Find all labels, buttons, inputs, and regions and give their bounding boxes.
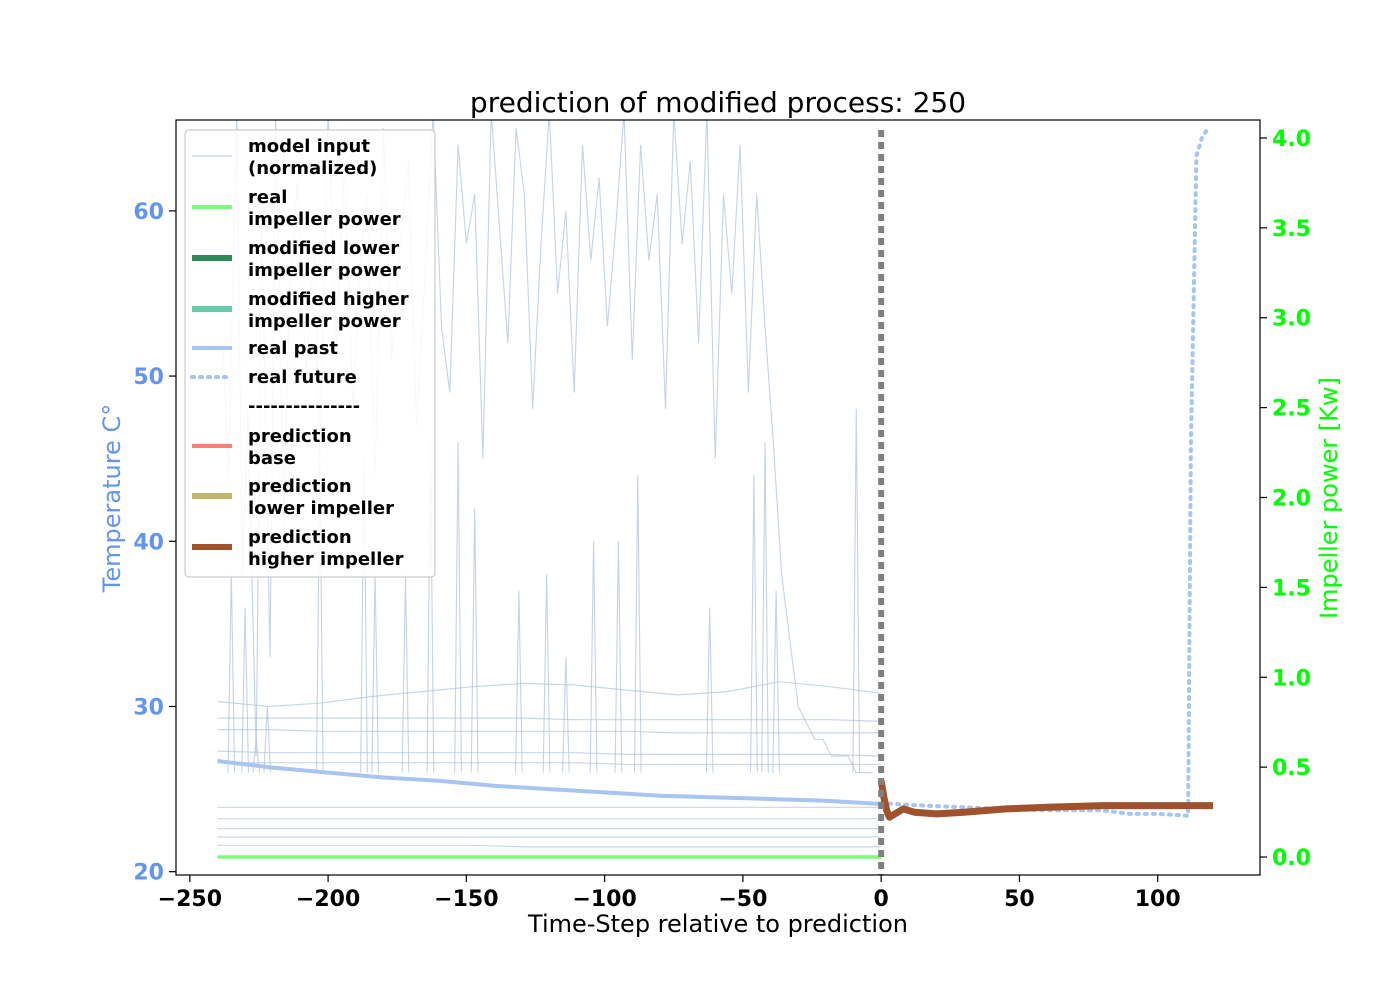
legend-label: prediction higher impeller [248,527,404,570]
y-right-tick-label: 2.5 [1272,397,1311,422]
model-input-line [217,844,882,848]
model-input-spike [562,656,570,773]
y-right-tick-label: 3.5 [1272,217,1311,242]
legend-label: modified lower impeller power [248,238,401,281]
y-axis-left: 20 30 40 50 60 [133,200,176,886]
legend-label: real impeller power [248,187,401,230]
y-left-tick-label: 40 [133,530,164,555]
legend-label: --------------- [248,396,360,417]
model-input-spike [772,590,780,773]
x-axis: −250 −200 −150 −100 −50 0 50 100 [158,875,1181,912]
y-left-tick-label: 30 [133,695,164,720]
model-input-spike [633,475,642,773]
model-input-spike [614,541,623,773]
y-left-tick-label: 20 [133,861,164,886]
legend-label: real past [248,338,338,359]
model-input-spike [515,590,523,773]
model-input-lines [217,120,882,848]
y-right-tick-label: 0.5 [1272,756,1311,781]
series-layer [217,127,1213,859]
model-input-line [217,681,882,708]
x-tick-label: 0 [873,887,888,912]
model-input-spike [761,442,769,773]
series-line-real-future [879,127,1210,818]
y-right-tick-label: 2.0 [1272,487,1311,512]
model-input-spike [263,706,272,773]
legend: model input (normalized) real impeller powe… [184,129,436,578]
y-left-tick-label: 50 [133,365,164,390]
legend-label: model input (normalized) [248,136,377,179]
legend-label: prediction base [248,426,352,469]
legend-label: real future [248,367,357,388]
legend-label: modified higher impeller power [248,289,409,332]
y-axis-right-label: Impeller power [Kw] [1315,377,1343,619]
model-input-spike [542,574,551,773]
model-input-spike [454,442,462,773]
y-right-tick-label: 4.0 [1272,127,1311,152]
x-tick-label: −250 [158,887,222,912]
model-input-spike [705,607,714,773]
x-axis-label: Time-Step relative to prediction [527,910,908,938]
x-tick-label: −150 [434,887,498,912]
y-right-tick-label: 0.0 [1272,846,1311,871]
x-tick-label: 50 [1004,887,1035,912]
y-axis-left-label: Temperature C° [98,404,126,593]
x-tick-label: −200 [296,887,360,912]
chart-title: prediction of modified process: 250 [470,86,966,119]
legend-box [184,129,436,578]
legend-label: prediction lower impeller [248,476,394,519]
x-tick-label: −100 [572,887,636,912]
y-right-tick-label: 3.0 [1272,307,1311,332]
series-line-real-past [217,759,882,806]
series-line-prediction-higher-impeller [877,780,1213,821]
y-left-tick-label: 60 [133,200,164,225]
x-tick-label: 100 [1135,887,1181,912]
model-input-spike [252,739,261,773]
y-right-tick-label: 1.0 [1272,666,1311,691]
y-axis-right: 0.0 0.5 1.0 1.5 2.0 2.5 3.0 3.5 4.0 [1260,127,1311,871]
model-input-spike [589,541,598,773]
y-right-tick-label: 1.5 [1272,576,1311,601]
model-input-spike [852,409,861,773]
model-input-spike [470,508,479,773]
x-tick-label: −50 [718,887,767,912]
model-input-spike [241,607,250,773]
model-input-spike [750,475,758,773]
